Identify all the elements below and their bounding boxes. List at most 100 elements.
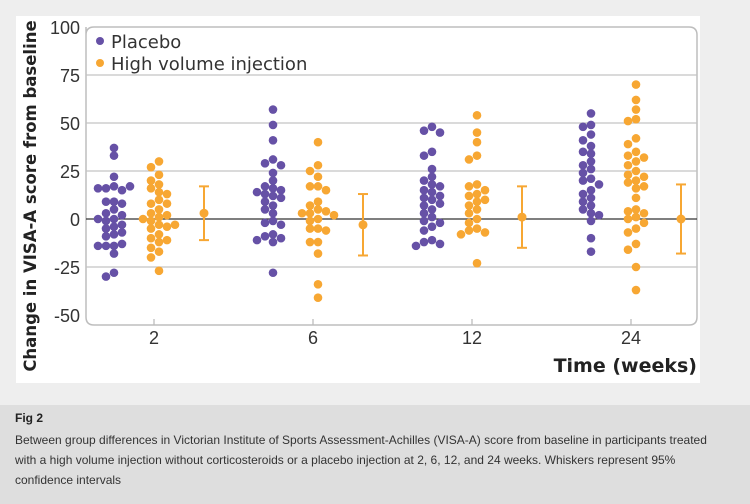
data-point <box>578 160 588 170</box>
data-point <box>419 216 429 226</box>
data-point <box>276 233 286 243</box>
data-point <box>305 201 315 210</box>
data-point <box>305 182 315 191</box>
data-point <box>146 176 156 185</box>
data-point <box>101 241 111 251</box>
data-point <box>427 122 437 132</box>
data-point <box>154 237 164 247</box>
data-point <box>464 201 474 210</box>
data-point <box>313 237 323 247</box>
x-tick-label: 24 <box>621 328 641 348</box>
data-point <box>427 195 437 205</box>
data-point <box>313 182 323 191</box>
data-point <box>101 183 111 193</box>
data-point <box>586 164 596 174</box>
data-point <box>435 191 445 201</box>
data-point <box>93 241 103 251</box>
data-point <box>472 214 482 224</box>
data-point <box>435 218 445 228</box>
data-point <box>631 285 641 295</box>
data-point <box>109 222 119 231</box>
data-point <box>427 235 437 245</box>
data-point <box>480 195 490 205</box>
data-point <box>276 220 286 230</box>
data-point <box>109 143 119 153</box>
data-point <box>305 224 315 233</box>
data-point <box>631 105 641 114</box>
data-point <box>313 224 323 233</box>
data-point <box>419 185 429 195</box>
data-point <box>162 222 172 231</box>
data-point <box>419 151 429 160</box>
data-point <box>101 197 111 207</box>
data-point <box>578 189 588 199</box>
data-point <box>586 141 596 151</box>
data-point <box>472 205 482 214</box>
mean-difference-point <box>517 212 527 222</box>
data-point <box>623 151 633 160</box>
data-point <box>472 189 482 199</box>
data-point <box>146 216 156 226</box>
data-point <box>472 151 482 160</box>
data-point <box>419 208 429 218</box>
data-point <box>313 137 323 147</box>
x-axis-label: Time (weeks) <box>554 355 697 377</box>
data-point <box>260 189 270 199</box>
data-point <box>305 166 315 176</box>
data-point <box>305 237 315 247</box>
data-point <box>268 105 278 114</box>
data-point <box>411 241 421 251</box>
data-point <box>101 208 111 218</box>
data-point <box>154 247 164 256</box>
data-point <box>480 228 490 237</box>
data-point <box>268 183 278 193</box>
data-point <box>268 155 278 164</box>
mean-difference-point <box>358 220 368 230</box>
data-point <box>276 193 286 203</box>
data-point <box>109 268 119 278</box>
data-point <box>313 293 323 303</box>
data-point <box>313 205 323 214</box>
data-point <box>109 249 119 258</box>
data-point <box>146 233 156 243</box>
data-point <box>456 230 466 239</box>
data-point <box>146 243 156 253</box>
data-point <box>472 128 482 137</box>
data-point <box>138 214 148 224</box>
data-point <box>260 197 270 207</box>
data-point <box>117 210 127 220</box>
data-point <box>594 210 604 220</box>
data-point <box>93 214 103 224</box>
data-point <box>268 191 278 201</box>
data-point <box>427 205 437 214</box>
data-point <box>154 266 164 276</box>
data-point <box>427 172 437 182</box>
data-point <box>623 214 633 224</box>
data-point <box>586 185 596 195</box>
data-point <box>631 212 641 222</box>
plot-frame <box>85 26 698 326</box>
data-point <box>170 220 180 230</box>
data-point <box>586 174 596 183</box>
data-point <box>109 182 119 191</box>
data-point <box>427 187 437 197</box>
data-point <box>109 197 119 207</box>
data-point <box>631 239 641 249</box>
data-point <box>117 239 127 249</box>
data-point <box>578 168 588 178</box>
data-point <box>586 208 596 218</box>
data-point <box>631 193 641 203</box>
data-point <box>623 160 633 170</box>
data-point <box>313 197 323 207</box>
y-tick-label: 0 <box>70 210 80 230</box>
data-point <box>146 199 156 208</box>
y-tick-label: -25 <box>54 258 80 278</box>
data-point <box>631 95 641 105</box>
data-point <box>623 170 633 180</box>
data-point <box>578 147 588 157</box>
data-point <box>586 157 596 166</box>
data-point <box>162 189 172 199</box>
data-point <box>472 111 482 120</box>
data-point <box>252 187 262 197</box>
data-point <box>154 195 164 205</box>
